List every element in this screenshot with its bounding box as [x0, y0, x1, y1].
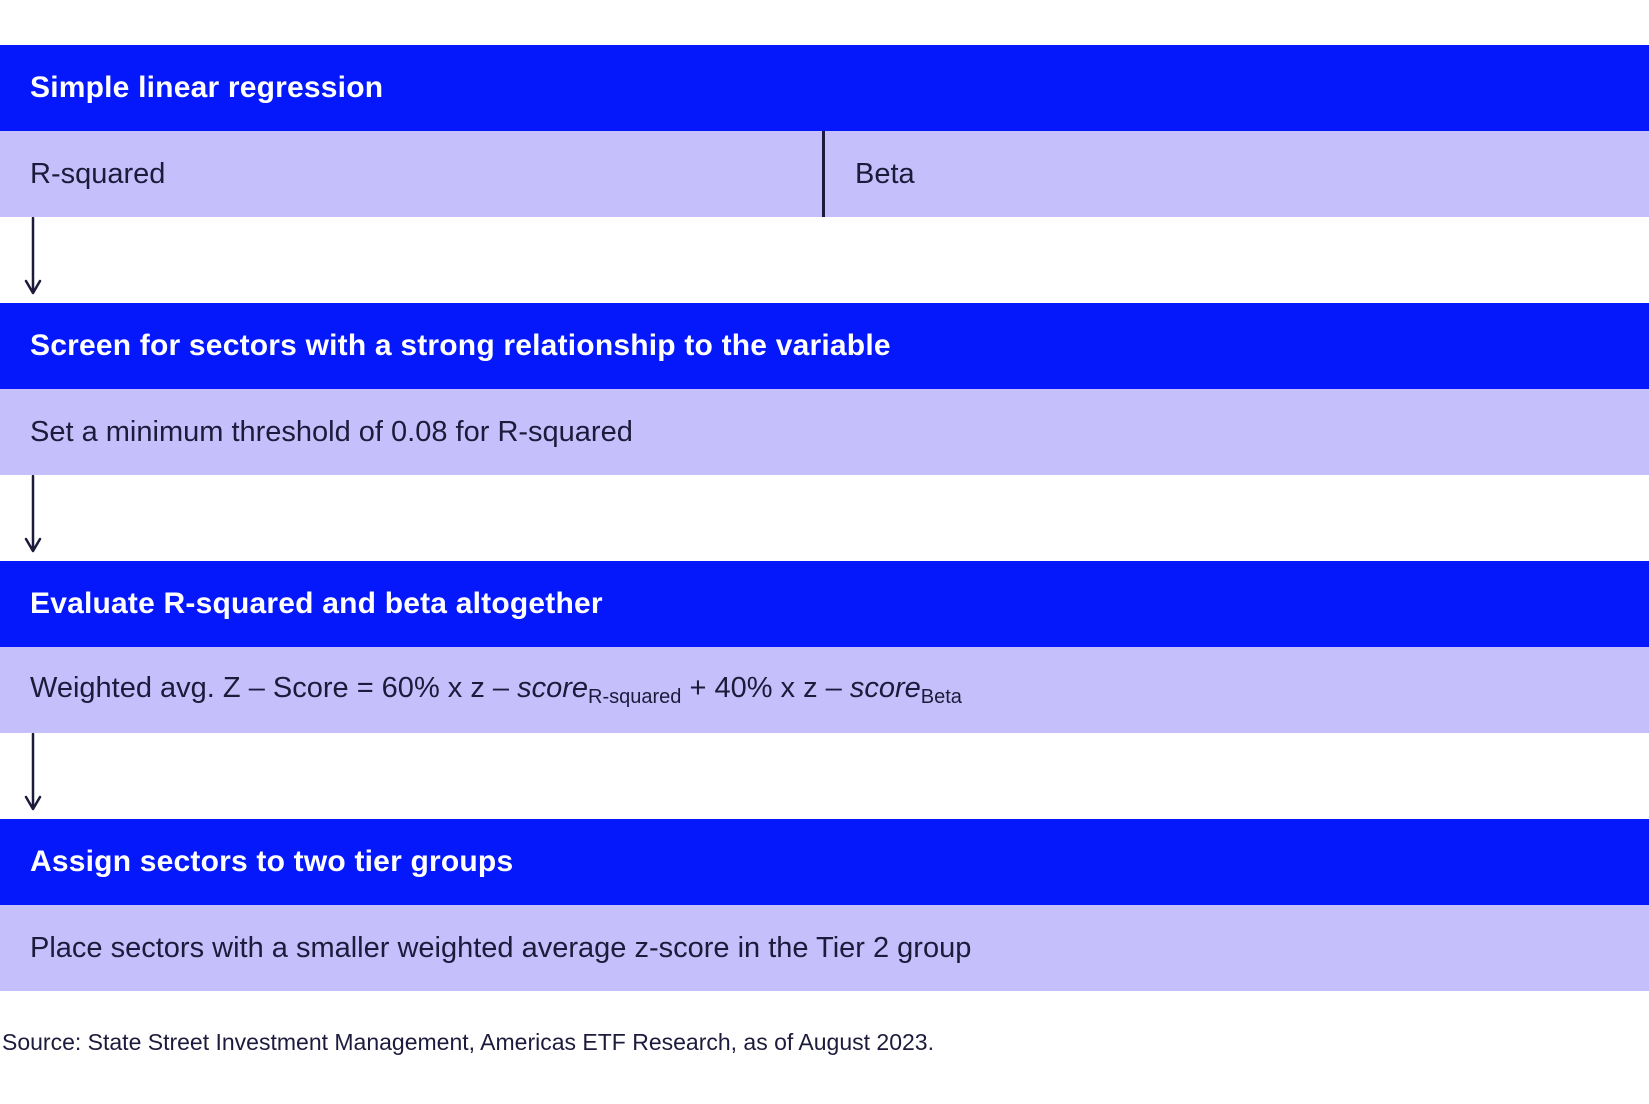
step-1-body-band: R-squared Beta — [0, 131, 1649, 217]
r-squared-cell: R-squared — [0, 131, 822, 217]
source-note: Source: State Street Investment Manageme… — [2, 1029, 934, 1055]
step-1-title: Simple linear regression — [30, 71, 384, 104]
connector-3 — [0, 733, 1649, 819]
step-2-body: Set a minimum threshold of 0.08 for R-sq… — [30, 415, 633, 448]
step-4-body: Place sectors with a smaller weighted av… — [30, 931, 972, 964]
formula-prefix: Weighted avg. Z – Score = 60% x z – — [30, 671, 518, 704]
step-4-body-band: Place sectors with a smaller weighted av… — [0, 905, 1649, 991]
step-3-header-band: Evaluate R-squared and beta altogether — [0, 561, 1649, 647]
weighted-zscore-formula: Weighted avg. Z – Score = 60% x z – scor… — [0, 672, 962, 709]
step-2-header-band: Screen for sectors with a strong relatio… — [0, 303, 1649, 389]
step-3-body-band: Weighted avg. Z – Score = 60% x z – scor… — [0, 647, 1649, 733]
down-arrow-icon — [24, 217, 42, 295]
step-3-evaluate: Evaluate R-squared and beta altogether W… — [0, 561, 1649, 733]
formula-subscript-rsquared: R-squared — [588, 685, 682, 708]
step-2-screen-sectors: Screen for sectors with a strong relatio… — [0, 303, 1649, 475]
r-squared-label: R-squared — [30, 157, 166, 190]
down-arrow-icon — [24, 475, 42, 553]
formula-subscript-beta: Beta — [920, 685, 962, 708]
footer: Source: State Street Investment Manageme… — [0, 991, 1649, 1056]
step-2-title: Screen for sectors with a strong relatio… — [30, 329, 891, 362]
step-1-header-band: Simple linear regression — [0, 45, 1649, 131]
beta-label: Beta — [855, 157, 915, 190]
beta-cell: Beta — [825, 131, 1649, 217]
step-4-header-band: Assign sectors to two tier groups — [0, 819, 1649, 905]
step-3-title: Evaluate R-squared and beta altogether — [30, 587, 603, 620]
step-1-simple-linear-regression: Simple linear regression R-squared Beta — [0, 45, 1649, 217]
step-2-body-band: Set a minimum threshold of 0.08 for R-sq… — [0, 389, 1649, 475]
connector-1 — [0, 217, 1649, 303]
formula-middle: + 40% x z – — [681, 671, 850, 704]
down-arrow-icon — [24, 733, 42, 811]
step-4-assign-tiers: Assign sectors to two tier groups Place … — [0, 819, 1649, 991]
cell-divider — [822, 131, 825, 217]
top-margin — [0, 0, 1649, 45]
step-4-title: Assign sectors to two tier groups — [30, 845, 514, 878]
formula-score-word-2: score — [849, 671, 921, 704]
formula-score-word-1: score — [517, 671, 589, 704]
connector-2 — [0, 475, 1649, 561]
